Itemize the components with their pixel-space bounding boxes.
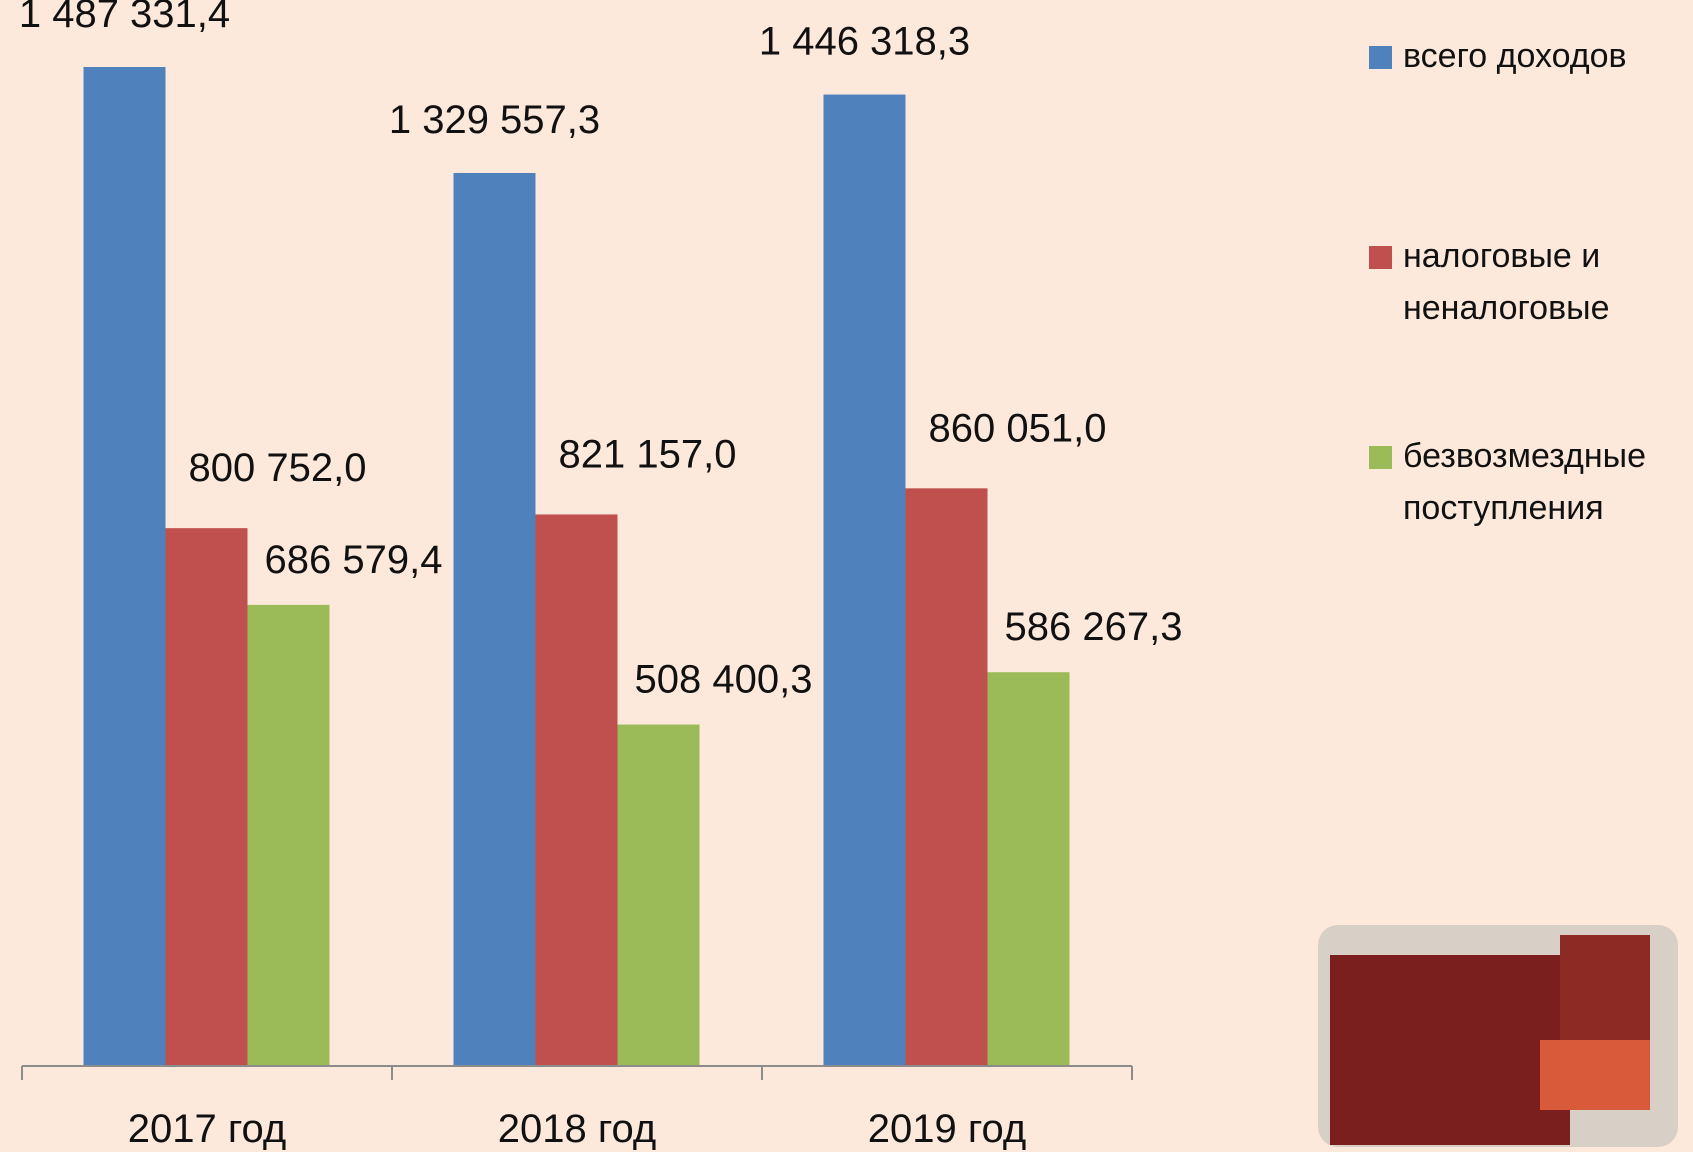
legend-entry: всего доходов — [1366, 30, 1688, 82]
legend-label: безвозмездные поступления — [1403, 437, 1646, 527]
legend-swatch — [1369, 246, 1392, 269]
legend-entry: налоговые и неналоговые — [1366, 230, 1688, 334]
bar — [165, 528, 248, 1066]
data-label: 508 400,3 — [635, 658, 813, 702]
book — [1330, 955, 1570, 1145]
legend-swatch — [1369, 446, 1392, 469]
bar — [247, 604, 330, 1066]
bar — [823, 94, 906, 1067]
data-label: 1 446 318,3 — [759, 20, 970, 64]
x-tick-label: 2019 год — [868, 1107, 1027, 1151]
legend-label: налоговые и неналоговые — [1403, 237, 1610, 327]
booklet — [1540, 1040, 1650, 1110]
data-label: 800 752,0 — [189, 446, 367, 490]
data-label: 686 579,4 — [265, 538, 443, 582]
x-tick-label: 2018 год — [498, 1107, 657, 1151]
bar — [83, 67, 166, 1066]
x-tick-label: 2017 год — [128, 1107, 287, 1151]
bar — [453, 172, 536, 1067]
bar — [535, 514, 618, 1066]
legend-label: всего доходов — [1403, 37, 1627, 75]
data-label: 821 157,0 — [559, 432, 737, 476]
bar — [987, 672, 1070, 1066]
photo — [1318, 925, 1678, 1147]
legend-entry: безвозмездные поступления — [1366, 430, 1688, 534]
data-label: 1 487 331,4 — [19, 0, 230, 36]
legend-swatch — [1369, 46, 1392, 69]
data-label: 1 329 557,3 — [389, 98, 600, 142]
data-label: 586 267,3 — [1005, 605, 1183, 649]
bar — [617, 724, 700, 1066]
data-label: 860 051,0 — [929, 406, 1107, 450]
bar — [905, 488, 988, 1066]
